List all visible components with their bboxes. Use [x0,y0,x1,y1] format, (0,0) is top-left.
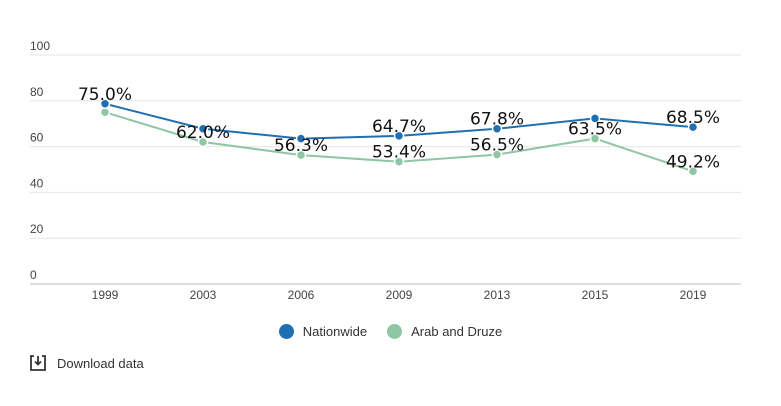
legend-item-nationwide[interactable]: Nationwide [278,324,368,339]
data-labels: 75.0% 64.7% 67.8% 68.5% 62.0% 56.3% 53.4% 56.5%… [78,85,720,173]
data-point[interactable] [589,133,601,144]
data-label: 63.5% [568,120,622,140]
gridlines [30,54,741,285]
data-point[interactable] [687,121,699,133]
legend-label-arab-and-druze: Arab and Druze [411,324,503,339]
data-point[interactable] [589,113,601,124]
y-axis-ticks: 0 20 40 60 80 100 [30,39,50,282]
line-chart: 0 20 40 60 80 100 1999 2003 2006 2009 2013 2015 201… [30,39,741,302]
y-tick-label: 80 [30,85,44,99]
x-tick-label: 2019 [680,288,707,302]
data-label: 62.0% [176,123,230,143]
x-axis-ticks: 1999 2003 2006 2009 2013 2015 2019 [92,288,707,302]
data-point[interactable] [99,98,111,110]
data-point[interactable] [393,156,405,167]
data-point[interactable] [295,133,307,144]
data-point[interactable] [197,136,209,148]
data-point[interactable] [393,130,405,142]
download-icon [30,355,46,371]
x-tick-label: 2009 [386,288,413,302]
data-point[interactable] [491,149,503,160]
y-tick-label: 100 [30,39,50,53]
y-tick-label: 20 [30,222,44,236]
data-label: 75.0% [78,85,132,105]
data-label: 56.3% [274,136,328,156]
legend-label-nationwide: Nationwide [302,324,368,339]
y-tick-label: 40 [30,176,44,190]
x-tick-label: 1999 [92,288,119,302]
data-label: 67.8% [470,110,524,130]
x-tick-label: 2006 [288,288,315,302]
legend: Nationwide Arab and Druze [0,324,781,339]
data-point[interactable] [99,107,111,118]
data-point[interactable] [197,123,209,134]
data-point[interactable] [295,149,307,161]
x-tick-label: 2015 [582,288,609,302]
y-tick-label: 0 [30,268,37,282]
series-points [99,98,699,177]
y-tick-label: 60 [30,131,44,145]
legend-swatch-arab-and-druze [387,324,403,339]
data-point[interactable] [687,166,699,177]
data-point[interactable] [491,123,503,134]
x-tick-label: 2013 [484,288,511,302]
data-label: 49.2% [666,152,720,172]
download-data-label: Download data [57,355,144,371]
data-label: 68.5% [666,108,720,128]
x-tick-label: 2003 [190,288,217,302]
download-data-button[interactable]: Download data [29,354,144,372]
data-label: 56.5% [470,136,524,156]
data-label: 53.4% [372,143,426,163]
legend-swatch-nationwide [278,324,294,339]
legend-item-arab-and-druze[interactable]: Arab and Druze [387,324,502,339]
data-label: 64.7% [372,117,426,137]
